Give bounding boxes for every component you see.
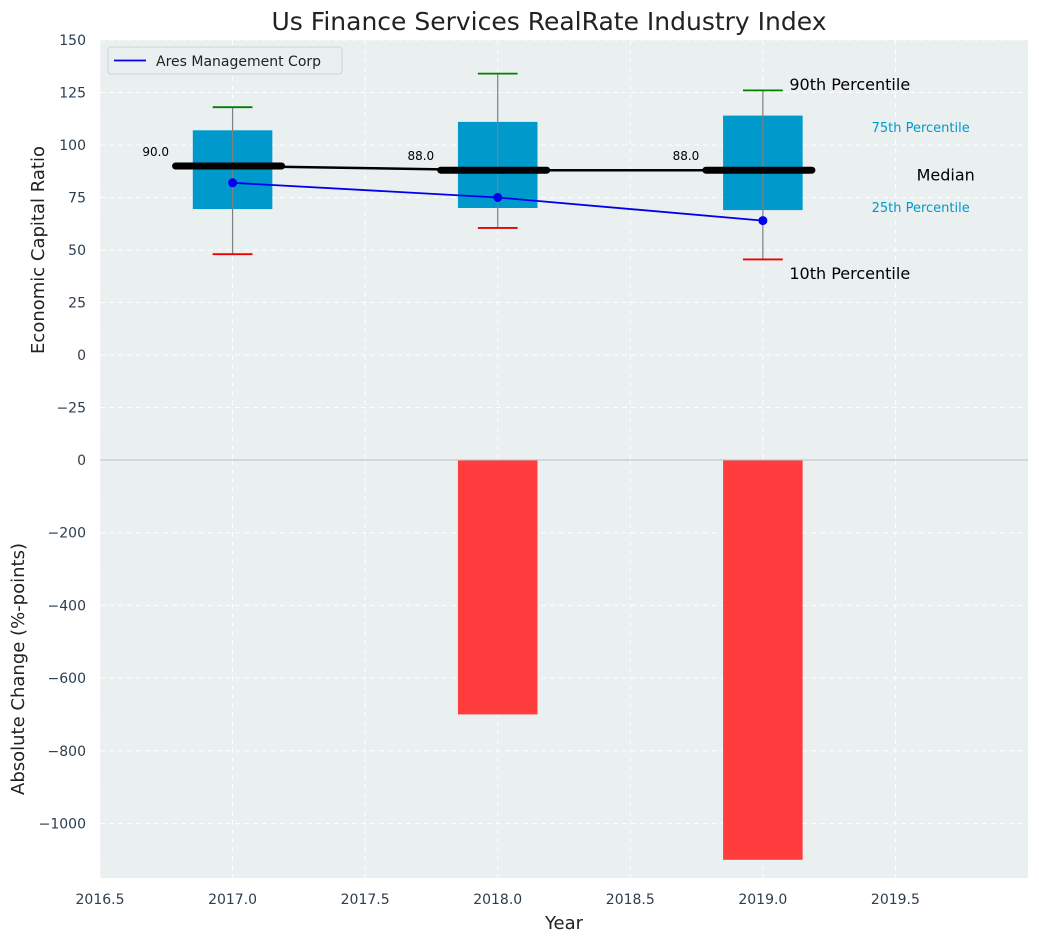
median-value-label: 90.0 [142, 145, 169, 159]
x-ticks: 2016.5 2017.0 2017.5 2018.0 2018.5 2019.0 2019… [76, 892, 920, 908]
top-y-tick-label: 50 [68, 243, 86, 259]
legend-entry: Ares Management Corp [156, 54, 321, 70]
top-y-axis-label: Economic Capital Ratio [28, 146, 49, 354]
annotation-p90: 90th Percentile [789, 75, 910, 94]
series-point [228, 178, 238, 188]
x-tick-label: 2016.5 [76, 892, 125, 908]
median-value-label: 88.0 [673, 149, 700, 163]
top-panel: 150 125 100 75 50 25 0 −25 90.0 88.0 88.0 90th Pe… [28, 33, 1028, 460]
change-bar [457, 460, 538, 715]
bottom-y-axis-label: Absolute Change (%-points) [8, 543, 29, 795]
bottom-plot-area [100, 460, 1028, 878]
legend: Ares Management Corp [107, 46, 343, 75]
top-y-ticks: 150 125 100 75 50 25 0 −25 [56, 33, 86, 417]
bottom-y-ticks: 0 −200 −400 −600 −800 −1000 [39, 453, 86, 832]
bottom-y-tick-label: −400 [48, 598, 86, 614]
x-tick-label: 2017.0 [208, 892, 257, 908]
top-y-tick-label: 150 [59, 33, 86, 49]
x-tick-label: 2019.0 [738, 892, 787, 908]
x-axis-label: Year [544, 913, 584, 934]
x-tick-label: 2019.5 [871, 892, 920, 908]
chart-title: Us Finance Services RealRate Industry In… [272, 7, 827, 36]
top-y-tick-label: 75 [68, 191, 86, 207]
top-boxes: 90.0 88.0 88.0 [142, 72, 816, 261]
bottom-y-tick-label: −1000 [39, 816, 86, 832]
series-point [758, 216, 768, 226]
bottom-panel: 0 −200 −400 −600 −800 −1000 2016.5 2017.0 2017.… [8, 453, 1028, 934]
bottom-bars [457, 460, 803, 860]
bottom-y-tick-label: −800 [48, 744, 86, 760]
top-series [228, 178, 768, 226]
bottom-y-tick-label: −600 [48, 671, 86, 687]
x-tick-label: 2018.5 [606, 892, 655, 908]
series-point [493, 193, 503, 202]
median-trend-line [228, 164, 759, 172]
top-y-tick-label: 125 [59, 86, 86, 102]
top-y-tick-label: −25 [56, 401, 86, 417]
top-y-tick-label: 100 [59, 138, 86, 154]
x-tick-label: 2017.5 [341, 892, 390, 908]
bottom-y-tick-label: −200 [48, 526, 86, 542]
median-value-label: 88.0 [407, 149, 434, 163]
annotation-p75: 75th Percentile [872, 121, 970, 136]
percentile-annotations: 90th Percentile 75th Percentile Median 2… [789, 75, 974, 283]
x-tick-label: 2018.0 [473, 892, 522, 908]
legend-box [107, 46, 343, 75]
annotation-median: Median [917, 165, 975, 184]
top-y-tick-label: 25 [68, 296, 86, 312]
top-y-tick-label: 0 [77, 348, 86, 364]
change-bar [723, 460, 803, 860]
annotation-p25: 25th Percentile [872, 201, 970, 216]
bottom-y-tick-label: 0 [77, 453, 86, 469]
annotation-p10: 10th Percentile [789, 264, 910, 283]
